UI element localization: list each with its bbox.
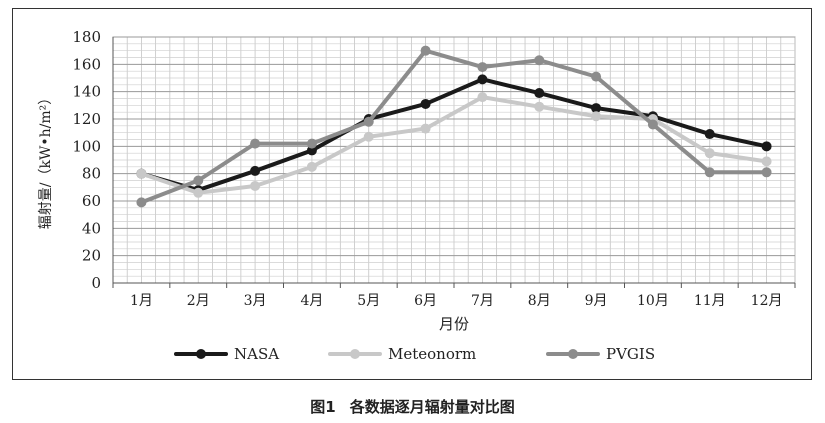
data-point-nasa — [306, 145, 317, 156]
data-point-nasa — [704, 129, 715, 140]
data-point-nasa — [477, 74, 488, 85]
series-line-nasa — [139, 77, 769, 193]
x-tick-label: 1月 — [130, 293, 153, 309]
series-line-pvgis — [139, 48, 769, 205]
data-point-pvgis — [250, 138, 261, 149]
y-tick-label: 140 — [72, 83, 101, 101]
data-point-nasa — [761, 141, 772, 152]
y-tick-label: 120 — [72, 110, 101, 128]
legend-label: Meteonorm — [388, 345, 476, 363]
figure-caption: 图1 各数据逐月辐射量对比图 — [0, 396, 825, 417]
line-chart: 0 20 40 60 80 100 120 140 160 180 1月 2月 3月 4月 5月 6月 7月 8月… — [38, 28, 796, 363]
data-point-pvgis — [534, 55, 545, 66]
data-point-nasa — [420, 98, 431, 109]
data-point-meteonorm — [761, 156, 772, 167]
legend-label: NASA — [234, 345, 279, 363]
data-point-meteonorm — [534, 101, 545, 112]
x-tick-label: 10月 — [637, 293, 669, 309]
data-point-meteonorm — [136, 168, 147, 179]
series-line-meteonorm — [139, 95, 769, 195]
data-point-meteonorm — [704, 148, 715, 159]
legend-swatch-marker-meteonorm — [350, 349, 360, 359]
x-tick-label: 3月 — [244, 293, 267, 309]
y-axis-title: 辐射量/（kW•h/m²） — [38, 91, 54, 229]
data-point-pvgis — [193, 175, 204, 186]
y-tick-label: 40 — [82, 219, 101, 237]
data-point-pvgis — [591, 71, 602, 82]
data-point-pvgis — [420, 45, 431, 56]
x-tick-label: 5月 — [357, 293, 380, 309]
x-tick-label: 4月 — [300, 293, 323, 309]
data-point-pvgis — [136, 197, 147, 208]
legend-label: PVGIS — [606, 345, 655, 363]
x-tick-label: 12月 — [751, 293, 783, 309]
data-point-pvgis — [306, 138, 317, 149]
data-point-pvgis — [477, 62, 488, 73]
data-point-meteonorm — [420, 123, 431, 134]
y-tick-label: 60 — [82, 192, 101, 210]
figure-title: 各数据逐月辐射量对比图 — [349, 398, 515, 416]
y-tick-label: 0 — [91, 274, 101, 292]
data-point-nasa — [250, 165, 261, 176]
chart-frame — [12, 8, 812, 380]
data-point-pvgis — [761, 167, 772, 178]
data-point-pvgis — [647, 119, 658, 130]
x-tick-label: 2月 — [187, 293, 210, 309]
figure-number: 图1 — [310, 398, 336, 416]
x-axis-title: 月份 — [439, 315, 469, 333]
data-point-pvgis — [704, 167, 715, 178]
x-tick-label: 11月 — [694, 293, 726, 309]
data-point-meteonorm — [591, 111, 602, 122]
x-tick-label: 9月 — [585, 293, 608, 309]
x-tick-label: 8月 — [528, 293, 551, 309]
legend-swatch-marker-pvgis — [568, 349, 578, 359]
y-tick-label: 100 — [72, 137, 101, 155]
y-tick-label: 20 — [82, 247, 101, 265]
data-point-nasa — [534, 88, 545, 99]
legend-swatch-marker-nasa — [196, 349, 206, 359]
data-point-nasa — [591, 103, 602, 114]
data-point-pvgis — [363, 116, 374, 127]
data-point-meteonorm — [477, 92, 488, 103]
y-tick-label: 180 — [72, 28, 101, 46]
data-point-meteonorm — [250, 180, 261, 191]
data-point-meteonorm — [363, 131, 374, 142]
data-point-meteonorm — [193, 187, 204, 198]
x-tick-label: 6月 — [414, 293, 437, 309]
x-tick-label: 7月 — [471, 293, 494, 309]
y-tick-label: 160 — [72, 55, 101, 73]
y-tick-label: 80 — [82, 165, 101, 183]
data-point-meteonorm — [306, 161, 317, 172]
